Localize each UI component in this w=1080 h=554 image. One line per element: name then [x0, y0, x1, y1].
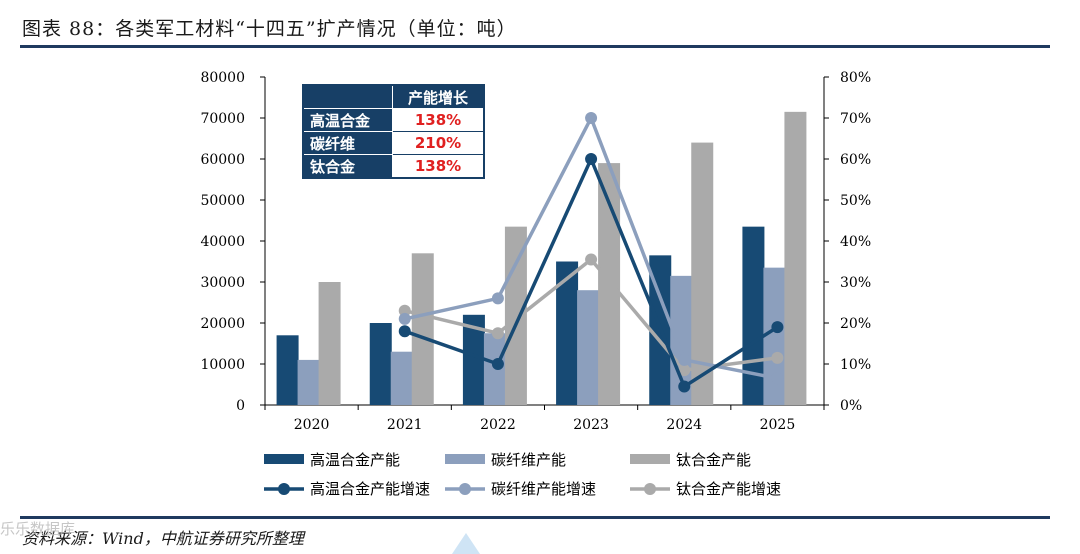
bar [577, 290, 600, 405]
y-tick-label: 60000 [200, 152, 245, 168]
x-tick-label: 2025 [760, 417, 796, 433]
decorative-triangle-icon [452, 533, 480, 554]
chart-axes: 0 10000 20000 30000 40000 50000 60000 70000 8000… [200, 70, 871, 433]
legend-marker [644, 483, 656, 495]
legend-marker [459, 483, 471, 495]
y-tick-label: 80000 [200, 70, 245, 86]
legend-label: 碳纤维产能增速 [491, 480, 596, 498]
table-row-value: 138% [392, 154, 485, 179]
bar [411, 253, 434, 405]
y2-tick-label: 60% [840, 152, 871, 168]
bar [297, 359, 320, 405]
bottom-divider [20, 516, 1050, 519]
growth-point [491, 292, 504, 305]
growth-point [398, 312, 411, 325]
y2-tick-label: 50% [840, 193, 871, 209]
x-tick-label: 2023 [573, 417, 609, 433]
legend-swatch [264, 454, 304, 464]
legend-swatch [445, 454, 485, 464]
bar [462, 314, 485, 405]
table-row-name: 高温合金 [302, 108, 393, 132]
growth-point [585, 112, 598, 124]
bar [556, 261, 579, 405]
bar [691, 142, 714, 405]
table-row: 钛合金 138% [302, 154, 485, 179]
growth-point [585, 253, 598, 266]
y-tick-label: 10000 [200, 357, 245, 373]
bar [763, 267, 786, 405]
y-tick-label: 70000 [200, 111, 245, 127]
legend-marker [278, 483, 290, 495]
growth-point [398, 304, 411, 317]
source-note: 资料来源：Wind，中航证券研究所整理 [22, 529, 304, 548]
growth-point [585, 153, 598, 165]
legend-label: 钛合金产能增速 [676, 480, 781, 498]
y-tick-label: 20000 [200, 316, 245, 332]
bar [318, 282, 341, 405]
x-tick-label: 2021 [387, 417, 423, 433]
chart-lines [398, 112, 784, 393]
growth-point [771, 372, 784, 385]
y2-tick-label: 70% [840, 111, 871, 127]
watermark-text: 乐乐数据库 [0, 520, 76, 538]
table-corner [302, 84, 393, 109]
y2-tick-label: 30% [840, 275, 871, 291]
growth-point [398, 325, 411, 338]
legend-label: 高温合金产能 [310, 451, 400, 469]
x-tick-label: 2022 [480, 417, 516, 433]
growth-point [678, 380, 691, 393]
bar [276, 335, 299, 405]
legend-swatch [630, 454, 670, 464]
bar [504, 226, 527, 405]
legend-label: 高温合金产能增速 [310, 480, 430, 498]
top-divider [20, 45, 1050, 48]
chart-bars [276, 111, 807, 405]
y2-tick-label: 20% [840, 316, 871, 332]
growth-point [491, 358, 504, 370]
table-row-value: 138% [392, 108, 485, 132]
y2-tick-label: 10% [840, 357, 871, 373]
table-row: 高温合金 138% [302, 108, 485, 132]
legend-label: 钛合金产能 [676, 451, 751, 469]
legend-label: 碳纤维产能 [491, 451, 566, 469]
capacity-growth-table: 产能增长 高温合金 138% 碳纤维 210% 钛合金 138% [302, 84, 485, 179]
capacity-chart: 0 10000 20000 30000 40000 50000 60000 70000 8000… [200, 70, 871, 498]
table-row: 碳纤维 210% [302, 131, 485, 155]
y2-tick-label: 0% [840, 398, 862, 414]
bar [390, 351, 413, 405]
bar [742, 226, 765, 405]
growth-point [678, 353, 691, 366]
growth-point [678, 364, 691, 377]
y2-tick-label: 80% [840, 70, 871, 86]
y-tick-label: 30000 [200, 275, 245, 291]
table-row-value: 210% [392, 131, 485, 155]
bar [598, 163, 621, 405]
x-tick-label: 2024 [666, 417, 702, 433]
growth-point [771, 351, 784, 364]
y-tick-label: 50000 [200, 193, 245, 209]
growth-point [491, 327, 504, 340]
table-row-name: 钛合金 [302, 154, 393, 179]
y-tick-label: 0 [236, 398, 245, 414]
y2-tick-label: 40% [840, 234, 871, 250]
growth-point [771, 321, 784, 334]
x-tick-label: 2020 [294, 417, 330, 433]
table-header: 产能增长 [392, 84, 485, 109]
table-row-name: 碳纤维 [302, 131, 393, 155]
bar [784, 111, 807, 405]
y-tick-label: 40000 [200, 234, 245, 250]
bar [369, 323, 392, 405]
figure-title: 图表 88：各类军工材料“十四五”扩产情况（单位：吨） [22, 18, 517, 40]
